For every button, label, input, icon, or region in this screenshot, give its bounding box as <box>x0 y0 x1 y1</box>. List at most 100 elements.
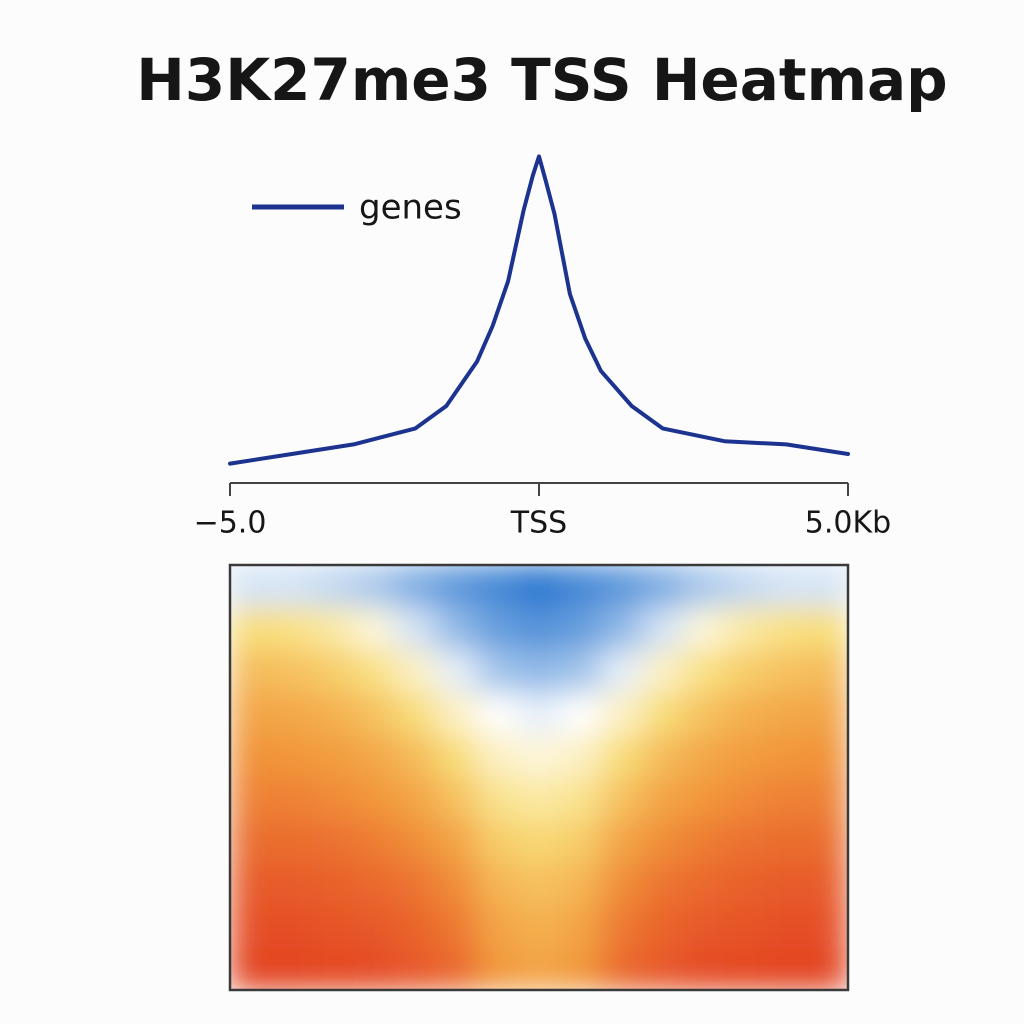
heatmap-cell <box>642 565 684 608</box>
heatmap-cell <box>683 650 725 693</box>
heatmap-cell <box>724 735 767 778</box>
heatmap-cell <box>312 735 355 778</box>
heatmap-cell <box>353 650 396 693</box>
heatmap-cell <box>559 692 602 736</box>
heatmap-cell <box>806 777 848 821</box>
heatmap-cell <box>806 565 848 608</box>
heatmap-cell <box>765 862 808 906</box>
heatmap-cell <box>724 607 767 651</box>
heatmap-cell <box>230 820 272 863</box>
heatmap-cell <box>642 607 684 651</box>
heatmap-cell <box>436 650 478 693</box>
heatmap-cell <box>477 565 519 608</box>
heatmap-cell <box>765 735 808 778</box>
legend-label: genes <box>359 188 462 228</box>
heatmap-cell <box>518 862 561 906</box>
heatmap-cell <box>518 650 561 693</box>
heatmap-cell <box>683 820 725 863</box>
heatmap-cell <box>230 777 272 821</box>
heatmap-cell <box>271 947 313 990</box>
heatmap-cell <box>683 905 725 948</box>
heatmap-cell <box>230 565 272 608</box>
heatmap-cell <box>559 947 602 990</box>
heatmap-cell <box>477 607 519 651</box>
heatmap-cell <box>806 735 848 778</box>
heatmap-cell <box>683 862 725 906</box>
heatmap-cell <box>436 862 478 906</box>
heatmap-cell <box>271 607 313 651</box>
heatmap-cell <box>765 820 808 863</box>
heatmap-cell <box>559 607 602 651</box>
heatmap-cell <box>312 692 355 736</box>
heatmap-cell <box>436 565 478 608</box>
heatmap-cell <box>230 947 272 990</box>
heatmap-cell <box>642 820 684 863</box>
heatmap-cell <box>271 862 313 906</box>
heatmap-cell <box>724 777 767 821</box>
heatmap-cell <box>683 692 725 736</box>
heatmap-cell <box>559 862 602 906</box>
heatmap-cell <box>765 650 808 693</box>
heatmap-cell <box>436 905 478 948</box>
heatmap-cell <box>477 905 519 948</box>
heatmap-cell <box>477 735 519 778</box>
heatmap-cell <box>394 905 437 948</box>
heatmap-cell <box>559 905 602 948</box>
heatmap-cell <box>724 692 767 736</box>
heatmap-cell <box>271 905 313 948</box>
heatmap-cell <box>353 735 396 778</box>
heatmap-cell <box>312 565 355 608</box>
heatmap-cell <box>683 565 725 608</box>
heatmap-cell <box>559 777 602 821</box>
heatmap-cell <box>518 735 561 778</box>
heatmap-cell <box>353 607 396 651</box>
heatmap-cell <box>600 565 643 608</box>
heatmap-cell <box>518 565 561 608</box>
heatmap-cell <box>806 947 848 990</box>
heatmap-cell <box>600 607 643 651</box>
heatmap-cell <box>353 862 396 906</box>
heatmap-cell <box>806 862 848 906</box>
heatmap-cell <box>765 947 808 990</box>
heatmap-cell <box>394 565 437 608</box>
heatmap-cell <box>230 905 272 948</box>
x-tick-label: −5.0 <box>194 506 267 541</box>
heatmap-cell <box>230 607 272 651</box>
heatmap-cell <box>312 607 355 651</box>
heatmap-cell <box>600 862 643 906</box>
heatmap-cell <box>312 947 355 990</box>
heatmap-cell <box>271 650 313 693</box>
heatmap-cell <box>394 820 437 863</box>
heatmap-cell <box>806 905 848 948</box>
heatmap-cell <box>600 692 643 736</box>
heatmap-cell <box>271 777 313 821</box>
heatmap-cell <box>724 820 767 863</box>
heatmap-cell <box>724 862 767 906</box>
heatmap-cell <box>683 607 725 651</box>
heatmap-cell <box>600 947 643 990</box>
heatmap-cell <box>353 777 396 821</box>
profile-line <box>228 154 850 466</box>
heatmap-cell <box>683 947 725 990</box>
x-tick-label: TSS <box>510 506 567 541</box>
heatmap-cell <box>600 905 643 948</box>
heatmap-cell <box>806 692 848 736</box>
heatmap-cell <box>559 820 602 863</box>
heatmap-cell <box>765 565 808 608</box>
heatmap-cell <box>518 947 561 990</box>
heatmap-cell <box>477 820 519 863</box>
heatmap-cell <box>394 947 437 990</box>
heatmap-cell <box>353 565 396 608</box>
heatmap-cell <box>642 905 684 948</box>
heatmap-cell <box>600 650 643 693</box>
heatmap-cell <box>642 735 684 778</box>
heatmap-cell <box>436 607 478 651</box>
heatmap-cell <box>683 735 725 778</box>
heatmap-cell <box>312 862 355 906</box>
heatmap-cell <box>394 735 437 778</box>
heatmap-cell <box>230 650 272 693</box>
heatmap-cell <box>559 735 602 778</box>
heatmap-cell <box>642 692 684 736</box>
heatmap-cell <box>765 607 808 651</box>
